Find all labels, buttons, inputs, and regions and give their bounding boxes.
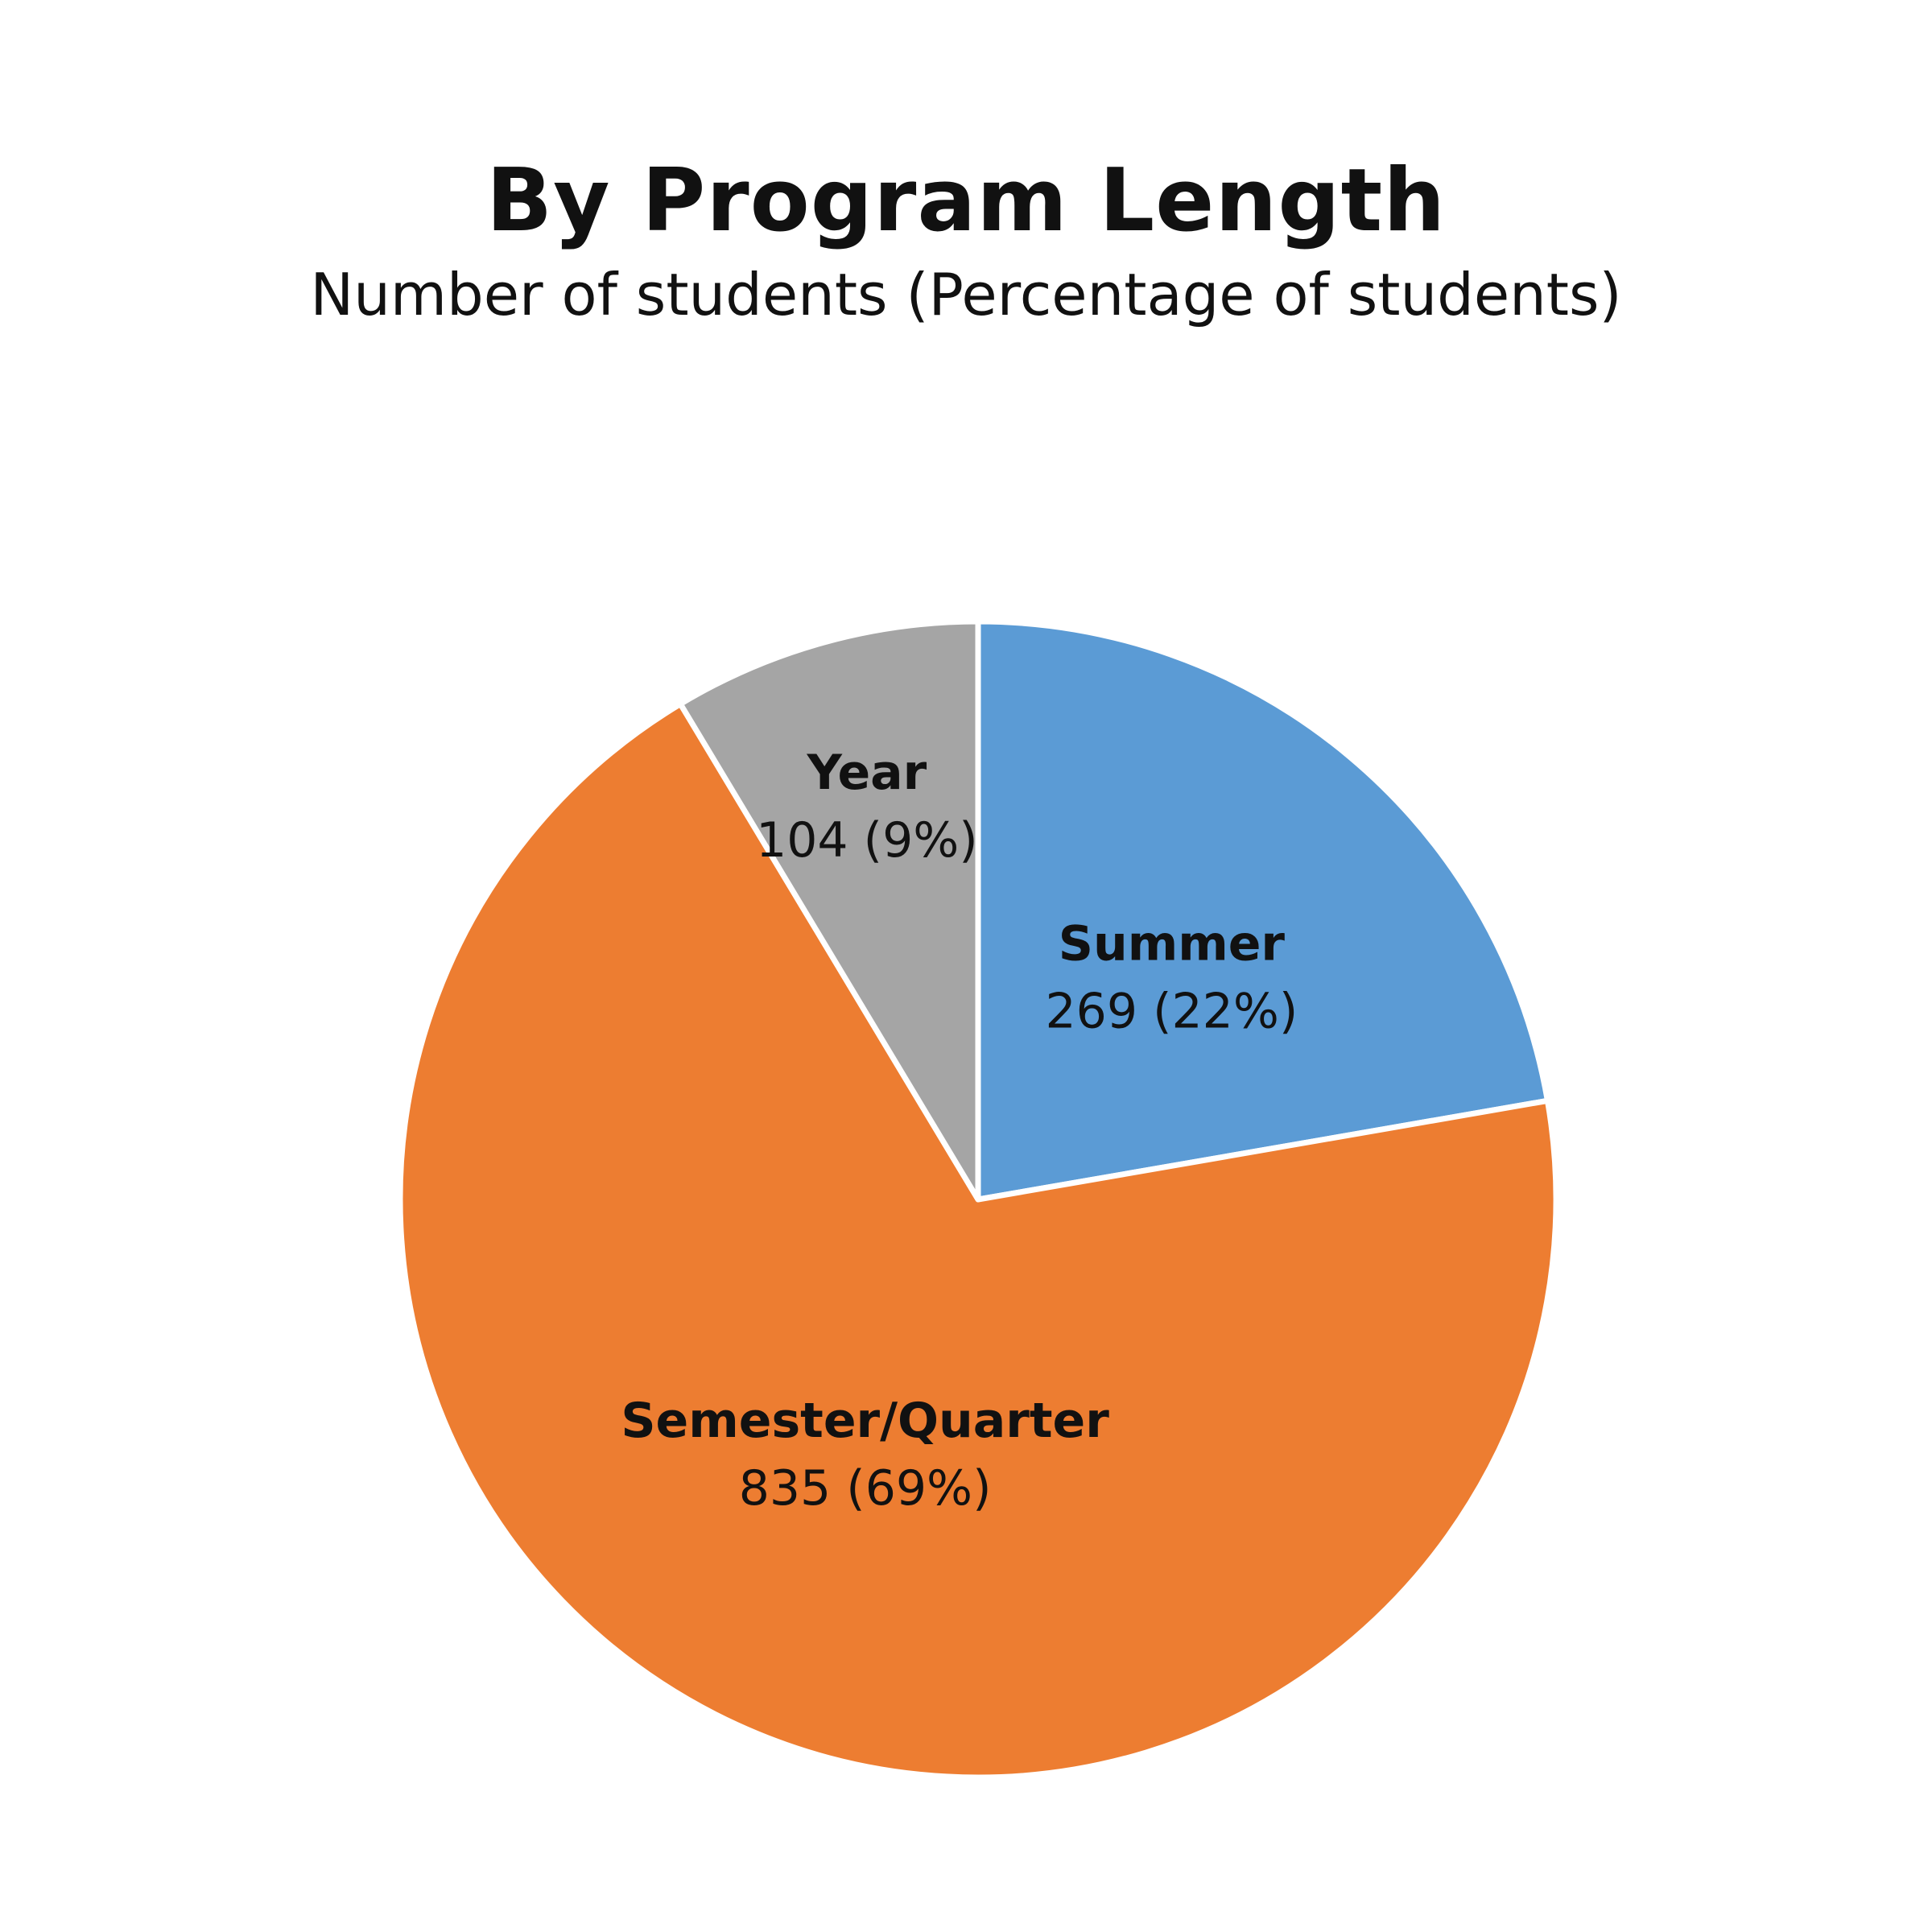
slice-value-label-semester-quarter: 835 (69%)	[739, 1460, 992, 1517]
pie-slice-year	[677, 618, 981, 1203]
chart-subtitle: Number of students (Percentage of studen…	[310, 261, 1622, 328]
slice-value-label-summer: 269 (22%)	[1046, 983, 1298, 1039]
slice-value-label-year: 104 (9%)	[756, 812, 978, 869]
pie-slice-semester-quarter	[397, 701, 1559, 1781]
chart-title: By Program Length	[485, 151, 1447, 251]
pie-slice-summer	[975, 618, 1550, 1203]
slice-name-label-semester-quarter: Semester/Quarter	[621, 1393, 1109, 1449]
slice-name-label-year: Year	[807, 745, 927, 801]
slice-name-label-summer: Summer	[1059, 915, 1286, 972]
